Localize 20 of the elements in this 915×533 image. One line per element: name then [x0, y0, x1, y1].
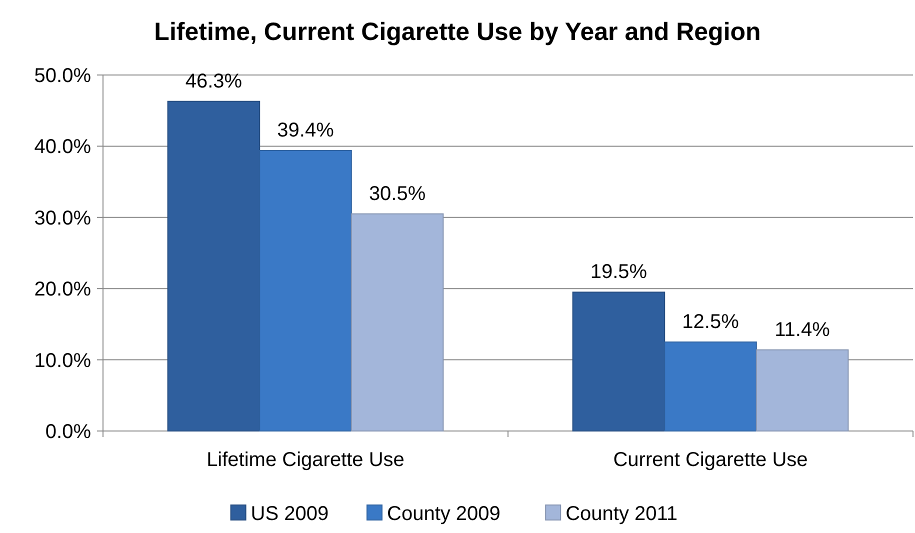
- bar: [756, 349, 849, 432]
- data-label: 30.5%: [368, 182, 426, 205]
- bar: [350, 213, 444, 432]
- y-tick-label: 20.0%: [34, 278, 92, 301]
- legend-label: County 2009: [387, 503, 500, 525]
- x-tick-label: Lifetime Cigarette Use: [206, 449, 404, 471]
- y-tick-label: 40.0%: [34, 136, 92, 158]
- legend-label: County 2011: [566, 503, 678, 525]
- data-label: 46.3%: [185, 70, 242, 92]
- data-label: 12.5%: [682, 311, 740, 333]
- chart-title: Lifetime, Current Cigarette Use by Year and Region: [154, 18, 761, 46]
- y-tick-label: 50.0%: [34, 65, 92, 87]
- data-label: 39.4%: [277, 119, 334, 142]
- y-tick-label: 10.0%: [34, 350, 92, 372]
- data-label: 19.5%: [590, 261, 648, 284]
- legend-label: US 2009: [250, 503, 329, 525]
- x-tick-label: Current Cigarette Use: [613, 449, 808, 471]
- y-tick-label: 0.0%: [45, 421, 92, 443]
- y-tick-label: 30.0%: [34, 207, 92, 230]
- data-label: 11.4%: [774, 318, 830, 341]
